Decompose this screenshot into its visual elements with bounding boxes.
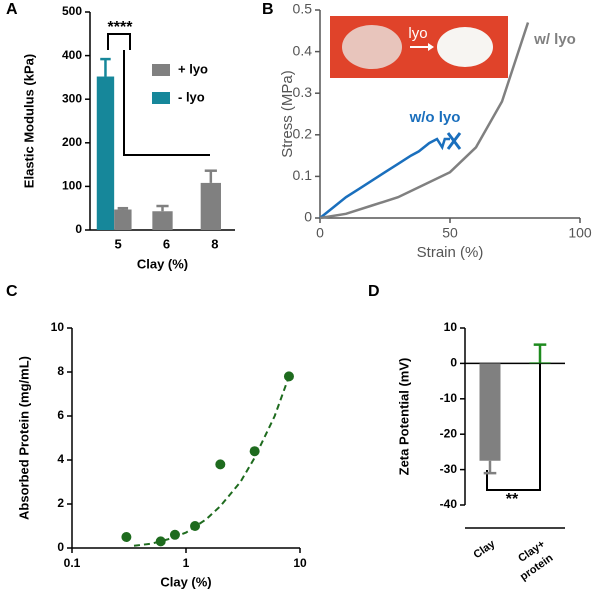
x-axis-label: Clay (%) (137, 256, 188, 271)
y-tick-label: 0.2 (293, 126, 313, 142)
y-axis-label: Elastic Modulus (kPa) (21, 54, 36, 188)
x-tick-label: 50 (442, 225, 458, 241)
bar (479, 363, 501, 461)
y-tick-label: 2 (57, 496, 64, 510)
y-tick-label: -20 (440, 426, 458, 440)
bar (114, 209, 132, 230)
line (319, 137, 450, 219)
y-tick-label: 0 (57, 540, 64, 554)
y-axis-label: Zeta Potential (mV) (396, 358, 411, 476)
point (190, 521, 201, 531)
x-tick-label: 0 (316, 225, 324, 241)
y-tick-label: 100 (62, 179, 82, 193)
x-tick-label: 10 (293, 556, 307, 570)
panel-label: A (6, 1, 18, 18)
legend-label: - lyo (178, 89, 205, 104)
bar (152, 211, 173, 230)
bar (200, 182, 221, 230)
y-tick-label: 0.3 (293, 84, 313, 100)
y-tick-label: 8 (57, 364, 64, 378)
bar (96, 76, 115, 230)
x-axis-label: Clay (%) (160, 574, 211, 589)
y-tick-label: -10 (440, 391, 458, 405)
point (283, 371, 294, 382)
y-tick-label: 0 (75, 222, 82, 236)
y-tick-label: 400 (62, 48, 82, 62)
x-tick-label: Clay (471, 538, 498, 562)
y-axis-label: Absorbed Protein (mg/mL) (16, 356, 31, 520)
y-tick-label: 0 (304, 209, 312, 225)
y-tick-label: 0.4 (293, 42, 313, 58)
inset-photo (330, 16, 508, 78)
legend-swatch (152, 92, 170, 104)
break-marker (446, 132, 462, 150)
x-tick-label: 5 (115, 236, 122, 251)
x-tick-label: 1 (183, 556, 190, 570)
annotation: **** (108, 19, 134, 36)
y-tick-label: -30 (440, 462, 458, 476)
panel-label: D (368, 283, 380, 300)
series-label: w/ lyo (533, 31, 576, 48)
panel-label: C (6, 283, 18, 300)
point (155, 536, 166, 547)
y-tick-label: 4 (57, 452, 64, 466)
x-tick-label: 0.1 (64, 556, 81, 570)
x-tick-label: 6 (163, 236, 170, 251)
point (169, 529, 180, 540)
significance-bracket (107, 33, 541, 491)
panel-label: B (262, 1, 274, 18)
fit-curve (133, 376, 290, 547)
y-tick-label: 300 (62, 91, 82, 105)
y-tick-label: -40 (440, 497, 458, 511)
y-tick-label: 10 (444, 320, 458, 334)
y-tick-label: 10 (51, 320, 65, 334)
y-tick-label: 0.5 (293, 1, 313, 17)
line (319, 22, 530, 220)
inset-label: lyo (408, 25, 427, 42)
legend-swatch (152, 64, 170, 76)
point (121, 532, 132, 542)
x-axis-label: Strain (%) (417, 244, 484, 261)
bar (529, 362, 551, 364)
annotation: ** (506, 491, 519, 508)
legend-label: + lyo (178, 61, 208, 76)
point (215, 459, 226, 470)
series-label: w/o lyo (409, 109, 461, 126)
x-tick-label: 100 (568, 225, 592, 241)
y-axis-label: Stress (MPa) (279, 70, 296, 158)
point (249, 446, 260, 457)
y-tick-label: 0.1 (293, 167, 313, 183)
y-tick-label: 6 (57, 408, 64, 422)
x-tick-label: 8 (211, 236, 218, 251)
y-tick-label: 200 (62, 135, 82, 149)
y-tick-label: 0 (450, 356, 457, 370)
y-tick-label: 500 (62, 4, 82, 18)
